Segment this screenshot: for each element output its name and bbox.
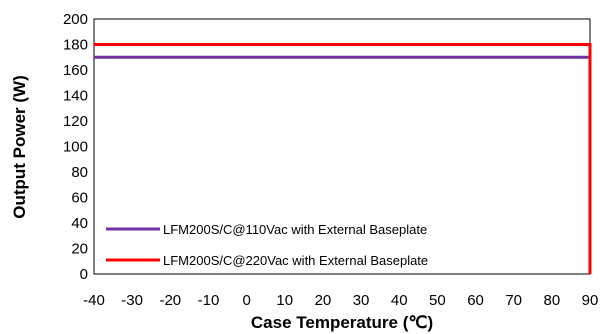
x-tick-label: -10 — [198, 292, 220, 309]
x-tick-label: 10 — [276, 292, 293, 309]
y-tick-label: 200 — [63, 11, 88, 28]
x-tick-label: 40 — [391, 292, 408, 309]
x-tick-label: 0 — [242, 292, 250, 309]
x-tick-label: -40 — [83, 292, 105, 309]
x-axis-title: Case Temperature (℃) — [251, 313, 433, 332]
x-tick-label: 20 — [315, 292, 332, 309]
x-tick-label: 50 — [429, 292, 446, 309]
x-tick-label: 80 — [544, 292, 561, 309]
legend: LFM200S/C@110Vac with External Baseplate… — [106, 222, 428, 268]
plot-area — [93, 18, 591, 275]
legend-label-2: LFM200S/C@220Vac with External Baseplate — [163, 253, 428, 268]
x-tick-label: 70 — [505, 292, 522, 309]
y-tick-labels: 0 20 40 60 80 100 120 140 160 180 200 — [63, 11, 88, 283]
legend-label-1: LFM200S/C@110Vac with External Baseplate — [163, 222, 427, 237]
y-tick-label: 40 — [71, 215, 88, 232]
x-tick-label: -30 — [121, 292, 143, 309]
y-tick-label: 180 — [63, 37, 88, 54]
x-tick-label: 90 — [582, 292, 599, 309]
y-tick-label: 0 — [80, 266, 88, 283]
y-tick-label: 100 — [63, 139, 88, 156]
series-line-2 — [94, 43, 592, 274]
y-tick-label: 120 — [63, 113, 88, 130]
y-tick-label: 20 — [71, 241, 88, 258]
y-axis-title: Output Power (W) — [10, 75, 29, 219]
x-tick-label: 30 — [353, 292, 370, 309]
y-tick-label: 80 — [71, 164, 88, 181]
x-tick-labels: -40 -30 -20 -10 0 10 20 30 40 50 60 70 80 90 — [83, 292, 598, 309]
x-tick-label: 60 — [467, 292, 484, 309]
y-tick-label: 160 — [63, 62, 88, 79]
y-tick-label: 140 — [63, 88, 88, 105]
x-tick-label: -20 — [159, 292, 181, 309]
series-lines — [94, 43, 592, 274]
y-tick-label: 60 — [71, 190, 88, 207]
